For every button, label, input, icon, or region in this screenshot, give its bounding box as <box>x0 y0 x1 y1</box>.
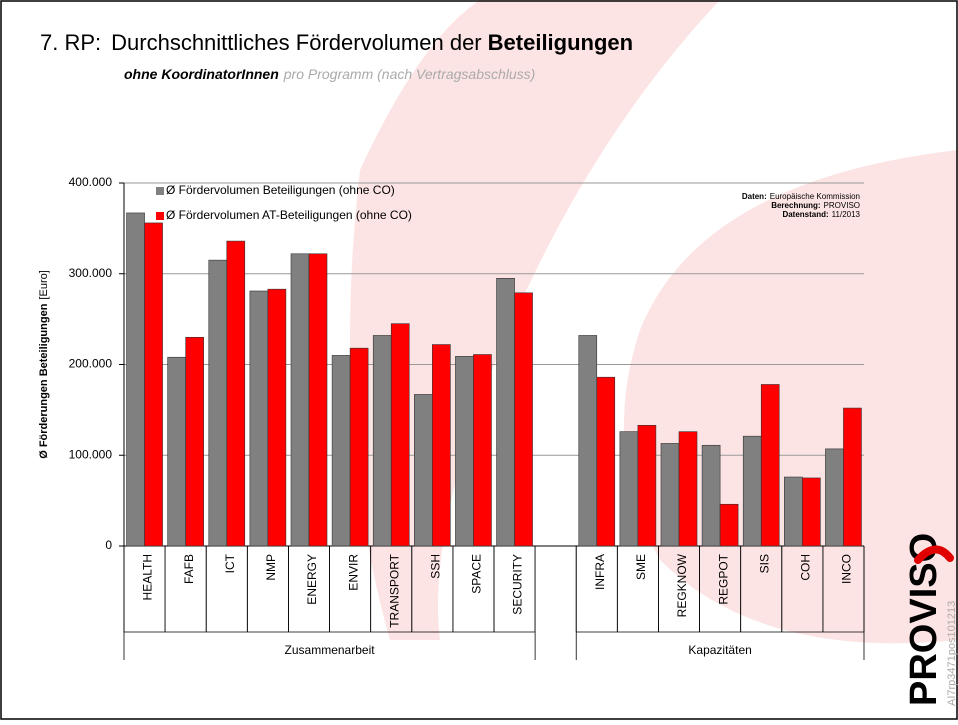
bar <box>432 344 451 547</box>
x-tick-label: INCO <box>840 554 854 584</box>
bar <box>701 444 721 547</box>
group-label: Zusammenarbeit <box>285 643 376 657</box>
subtitle: ohne KoordinatorInnen pro Programm (nach … <box>124 66 535 82</box>
x-tick-label: REGKNOW <box>675 553 689 617</box>
logo-mark <box>914 545 954 564</box>
y-tick-label: 400.000 <box>69 175 113 189</box>
bar <box>578 335 598 547</box>
bar <box>660 443 680 547</box>
y-tick-label: 0 <box>105 538 112 552</box>
x-tick-label: ENERGY <box>305 554 319 605</box>
source-text: 11/2013 <box>832 210 861 219</box>
x-tick-label: SME <box>634 554 648 580</box>
x-tick-label: SPACE <box>470 554 484 594</box>
x-tick-label: COH <box>799 554 813 581</box>
x-tick-label: REGPOT <box>716 553 730 604</box>
bar <box>784 476 803 547</box>
bar <box>473 354 492 547</box>
subtitle-rest: pro Programm (nach Vertragsabschluss) <box>283 66 536 82</box>
source-key: Daten: <box>742 192 767 201</box>
title-prefix: 7. RP: <box>40 30 101 55</box>
bar <box>290 253 310 547</box>
bar <box>372 335 392 547</box>
bar <box>249 290 269 547</box>
source-key: Berechnung: <box>771 201 820 210</box>
y-tick-label: 300.000 <box>69 266 113 280</box>
bar <box>390 323 410 547</box>
x-tick-label: NMP <box>264 554 278 581</box>
bar <box>825 448 844 547</box>
x-tick-label: FAFB <box>182 554 196 584</box>
bar <box>496 277 515 547</box>
x-tick-label: SSH <box>429 554 443 579</box>
bar <box>308 253 328 547</box>
legend-swatch <box>156 187 164 195</box>
bar <box>719 503 739 547</box>
y-tick-label: 100.000 <box>69 447 113 461</box>
bar <box>678 431 698 547</box>
code: AI7rp3471pos101213 <box>946 601 958 706</box>
bar <box>637 425 657 547</box>
bar <box>843 407 862 547</box>
title-bold: Beteiligungen <box>488 30 633 55</box>
group-label: Kapazitäten <box>688 643 751 657</box>
logo: PROVISO <box>903 533 945 706</box>
bar <box>760 384 780 547</box>
bar <box>414 394 433 547</box>
source-key: Datenstand: <box>782 210 828 219</box>
bar <box>144 222 163 547</box>
source-text: PROVISO <box>824 201 860 210</box>
bar <box>167 356 186 547</box>
legend-label: Ø Fördervolumen AT-Beteiligungen (ohne C… <box>166 208 412 222</box>
bar <box>742 435 762 547</box>
x-tick-label: ICT <box>223 553 237 573</box>
bar <box>126 212 145 547</box>
bar <box>596 376 616 547</box>
bar <box>267 288 287 547</box>
legend-label: Ø Fördervolumen Beteiligungen (ohne CO) <box>166 183 395 197</box>
x-tick-label: SECURITY <box>511 554 525 615</box>
x-tick-label: ENVIR <box>346 554 360 591</box>
title: 7. RP: Durchschnittliches Fördervolumen d… <box>40 30 633 55</box>
bar <box>802 477 821 547</box>
x-tick-label: INFRA <box>593 554 607 590</box>
bar <box>514 292 533 547</box>
x-tick-label: SIS <box>757 554 771 573</box>
source: Daten: Europäische Kommission <box>742 192 860 201</box>
subtitle-bold: ohne KoordinatorInnen <box>124 66 279 82</box>
bar <box>619 431 639 547</box>
y-axis-label: Ø Förderungen Beteiligungen [Euro] <box>38 270 50 459</box>
background <box>350 0 958 644</box>
title-main: Durchschnittliches Fördervolumen der <box>111 30 482 55</box>
bar <box>331 355 351 547</box>
y-tick-label: 200.000 <box>69 357 113 371</box>
x-tick-label: HEALTH <box>141 554 155 600</box>
source: Datenstand: 11/2013 <box>782 210 860 219</box>
bar <box>208 259 228 547</box>
legend-swatch <box>156 212 164 220</box>
y-axis-label-unit: [Euro] <box>38 270 50 299</box>
source-text: Europäische Kommission <box>770 192 860 201</box>
bar <box>455 356 474 547</box>
bar <box>226 240 246 547</box>
source: Berechnung: PROVISO <box>771 201 860 210</box>
bar <box>185 336 204 547</box>
chart: 0 100.000 200.000 300.000 400.000 Ø Förderung… <box>38 175 865 660</box>
y-axis-label-bold: Ø Förderungen Beteiligungen <box>38 303 50 459</box>
bar <box>349 347 369 547</box>
x-tick-label: TRANSPORT <box>387 553 401 627</box>
